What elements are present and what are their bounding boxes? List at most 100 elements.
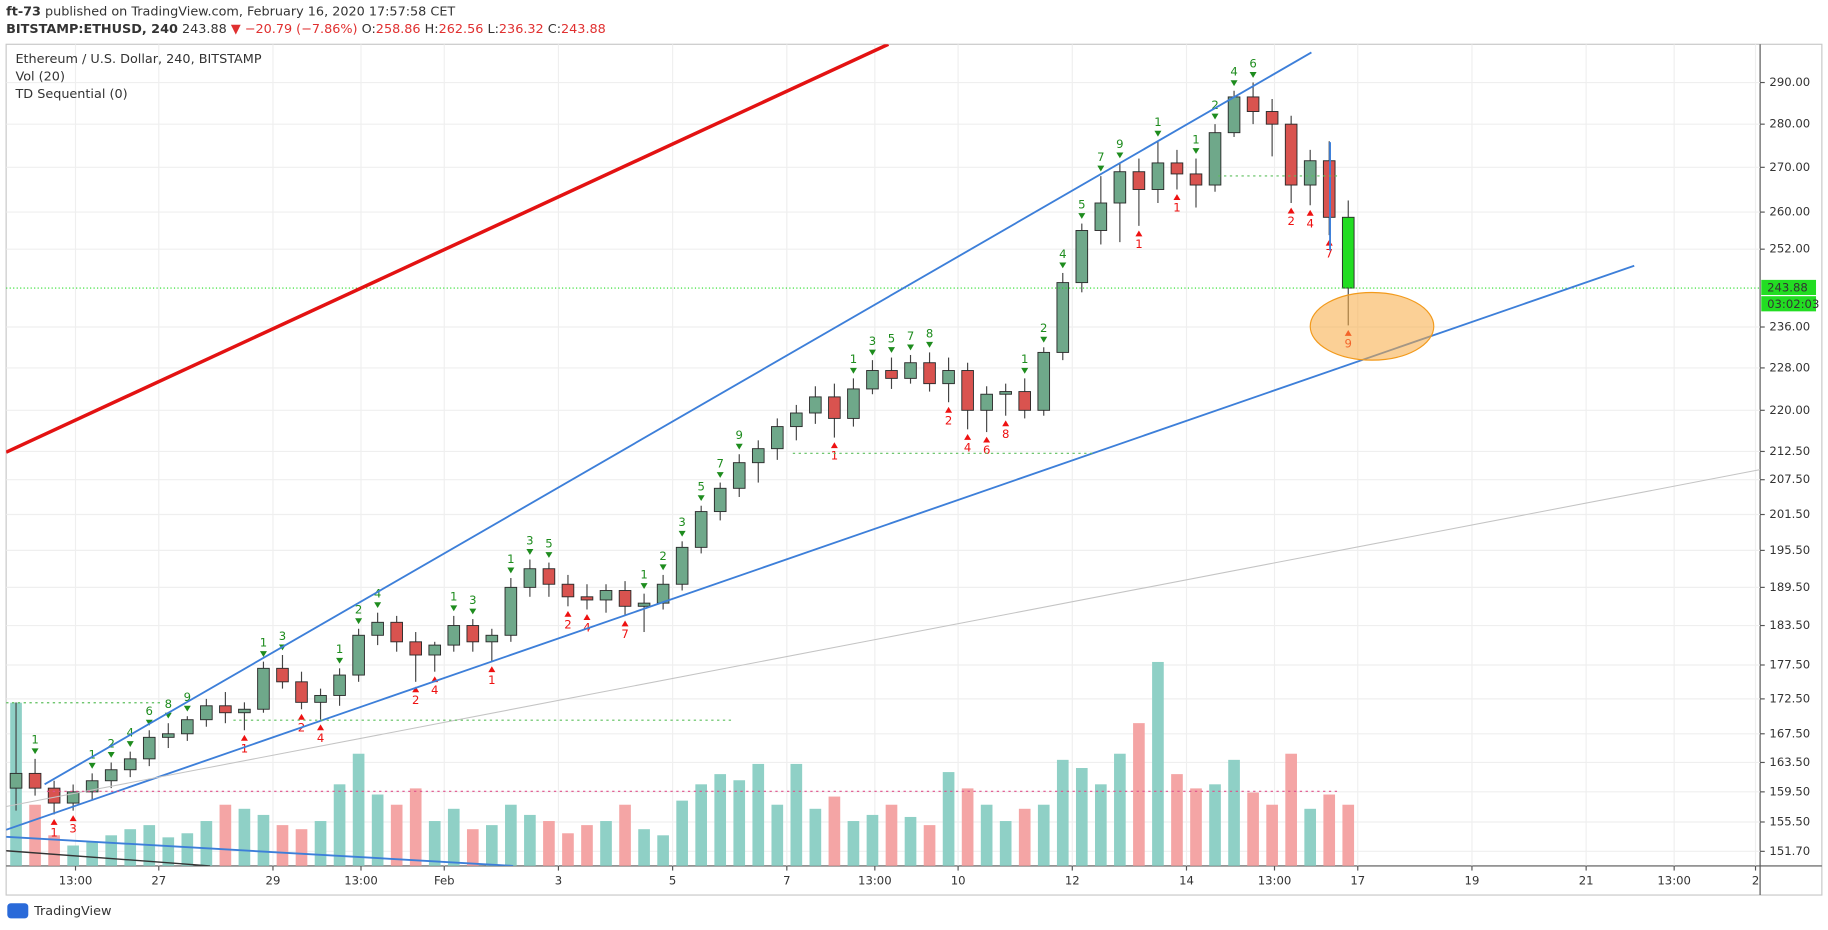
td-marker xyxy=(469,608,477,615)
td-buy-label: 7 xyxy=(621,627,628,641)
brand[interactable]: TradingView xyxy=(33,904,111,919)
trend-line[interactable] xyxy=(44,51,1312,786)
candle-body xyxy=(790,412,803,428)
y-tick-label: 172.50 xyxy=(1769,691,1810,705)
candle-body xyxy=(809,396,822,414)
td-sell-label: 5 xyxy=(697,480,704,494)
volume-bar xyxy=(314,821,327,866)
candle-body xyxy=(942,370,955,385)
ohlc-value: 258.86 xyxy=(376,22,421,37)
td-buy-label: 1 xyxy=(241,741,248,755)
td-sell-label: 8 xyxy=(165,697,172,711)
candle-body xyxy=(923,362,936,385)
candle-body xyxy=(1265,111,1279,125)
y-tick-label: 155.50 xyxy=(1769,814,1810,828)
candle-body xyxy=(219,705,232,714)
td-sell-label: 1 xyxy=(850,352,857,366)
highlight-ellipse[interactable] xyxy=(1309,291,1435,361)
x-tick-label: 7 xyxy=(783,874,790,888)
candle-body xyxy=(104,769,118,782)
volume-bar xyxy=(676,800,688,866)
volume-bar xyxy=(428,821,441,866)
volume-bar xyxy=(828,796,841,866)
author[interactable]: ft-73 xyxy=(6,4,41,19)
countdown-label: 03:02:03 xyxy=(1767,297,1819,311)
candle-body xyxy=(1037,351,1051,411)
y-tick-label: 189.50 xyxy=(1769,580,1810,594)
candle-body xyxy=(466,625,480,643)
td-sell-label: 1 xyxy=(640,568,647,582)
volume-bar xyxy=(809,808,822,866)
volume-bar xyxy=(181,833,194,866)
candle-body xyxy=(85,780,99,793)
volume-bar xyxy=(562,833,574,866)
td-marker xyxy=(50,819,58,825)
trend-line[interactable] xyxy=(6,469,1761,807)
td-sell-label: 1 xyxy=(1021,352,1028,366)
volume-bar xyxy=(257,814,270,866)
volume-bar xyxy=(219,804,232,866)
volume-bar xyxy=(619,804,631,866)
trend-line[interactable] xyxy=(6,850,211,866)
td-sell-label: 3 xyxy=(678,515,685,529)
x-tick-label: 21 xyxy=(1579,874,1594,888)
candle-body xyxy=(1094,202,1108,231)
td-marker xyxy=(450,605,458,612)
y-tick-label: 201.50 xyxy=(1769,507,1810,521)
volume-bar xyxy=(923,825,936,866)
candle-body xyxy=(28,772,42,789)
trend-line[interactable] xyxy=(6,44,890,454)
candle-body xyxy=(485,634,499,643)
td-buy-label: 7 xyxy=(1326,246,1333,260)
td-marker xyxy=(907,344,915,351)
x-tick-label: 27 xyxy=(151,874,166,888)
td-sell-label: 1 xyxy=(31,733,38,747)
ohlc-label: C: xyxy=(548,22,561,37)
td-marker xyxy=(31,748,39,755)
td-marker xyxy=(1078,213,1086,219)
ohlc-label: O: xyxy=(362,22,376,37)
td-marker xyxy=(659,564,667,571)
volume-bar xyxy=(409,788,422,866)
td-sell-label: 3 xyxy=(279,629,286,643)
volume-bar xyxy=(942,772,955,866)
td-marker xyxy=(317,724,325,731)
td-marker xyxy=(1230,80,1238,87)
td-sell-label: 5 xyxy=(888,331,895,345)
candle-body xyxy=(1227,96,1241,134)
volume-bar xyxy=(524,814,536,866)
candle-body xyxy=(257,667,270,710)
candle-body xyxy=(828,396,841,419)
candle-body xyxy=(371,621,384,636)
footer-logo[interactable]: TradingView xyxy=(7,903,111,919)
legend-indicator: Vol (20) xyxy=(15,69,64,84)
volume-bar xyxy=(980,804,993,866)
volume-bar xyxy=(486,825,498,866)
y-tick-label: 212.50 xyxy=(1769,444,1810,458)
candle-body xyxy=(1132,171,1146,190)
x-tick-label: 13:00 xyxy=(1657,874,1691,888)
td-sell-label: 9 xyxy=(736,428,743,442)
trend-line[interactable] xyxy=(6,835,514,866)
candle-body xyxy=(390,621,403,643)
td-marker xyxy=(488,666,496,673)
volume-bar xyxy=(162,837,175,866)
td-buy-label: 4 xyxy=(1306,216,1313,230)
volume-bar xyxy=(866,814,879,866)
volume-bar xyxy=(371,794,384,866)
published: published on TradingView.com, February 1… xyxy=(45,4,455,19)
header-line: ft-73 published on TradingView.com, Febr… xyxy=(6,4,455,19)
td-marker xyxy=(583,614,591,620)
td-marker xyxy=(1306,209,1314,216)
td-marker xyxy=(564,610,572,617)
volume-bar xyxy=(333,784,346,866)
y-tick-label: 195.50 xyxy=(1769,543,1810,557)
td-sell-label: 1 xyxy=(336,642,343,656)
volume-bar xyxy=(695,784,708,866)
candle-body xyxy=(980,393,993,411)
candle-body xyxy=(637,602,651,607)
candle-body xyxy=(1208,132,1222,186)
td-sell-label: 5 xyxy=(1078,197,1085,211)
volume-bar xyxy=(466,829,479,866)
td-sell-label: 9 xyxy=(184,690,191,704)
